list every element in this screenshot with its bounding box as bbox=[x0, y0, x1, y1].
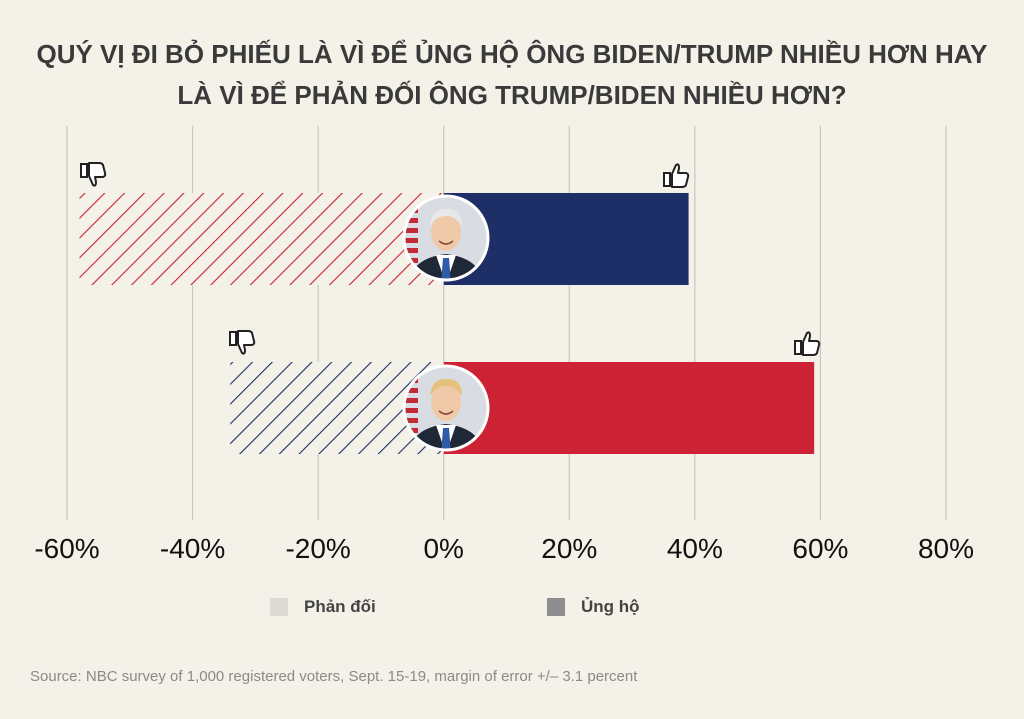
legend-label-support: Ủng hộ bbox=[581, 597, 640, 616]
gridlines bbox=[66, 126, 947, 520]
legend-label-oppose: Phản đối bbox=[304, 597, 376, 616]
legend-swatch-oppose bbox=[270, 598, 288, 616]
thumbs-down-icon-biden bbox=[80, 162, 107, 187]
portrait-trump bbox=[402, 364, 490, 452]
legend-item-support: Ủng hộ bbox=[547, 596, 640, 618]
thumbs-up-icon-biden bbox=[663, 163, 690, 188]
bar-oppose-biden bbox=[79, 193, 444, 285]
legend-swatch-support bbox=[547, 598, 565, 616]
tick-label-4: 20% bbox=[541, 533, 597, 564]
chart-title-line-1: QUÝ VỊ ĐI BỎ PHIẾU LÀ VÌ ĐỂ ỦNG HỘ ÔNG B… bbox=[36, 39, 988, 69]
portrait-biden bbox=[402, 194, 490, 282]
thumbs-up-icon-trump bbox=[794, 331, 821, 356]
legend-item-oppose: Phản đối bbox=[270, 596, 376, 618]
thumbs-down-icon-trump bbox=[229, 330, 256, 355]
tick-label-2: -20% bbox=[285, 533, 350, 564]
tick-label-1: -40% bbox=[160, 533, 225, 564]
icons bbox=[80, 162, 821, 452]
source-note: Source: NBC survey of 1,000 registered v… bbox=[30, 668, 638, 685]
tick-label-6: 60% bbox=[792, 533, 848, 564]
x-axis-ticks: -60% -40% -20% 0% 20% 40% 60% 80% bbox=[34, 533, 974, 564]
tick-label-7: 80% bbox=[918, 533, 974, 564]
tick-label-0: -60% bbox=[34, 533, 99, 564]
bar-support-trump bbox=[443, 362, 815, 454]
chart-title-line-2: LÀ VÌ ĐỂ PHẢN ĐỐI ÔNG TRUMP/BIDEN NHIỀU … bbox=[177, 80, 847, 110]
tick-label-5: 40% bbox=[667, 533, 723, 564]
tick-label-3: 0% bbox=[423, 533, 463, 564]
chart-title: QUÝ VỊ ĐI BỎ PHIẾU LÀ VÌ ĐỂ ỦNG HỘ ÔNG B… bbox=[0, 34, 1024, 116]
